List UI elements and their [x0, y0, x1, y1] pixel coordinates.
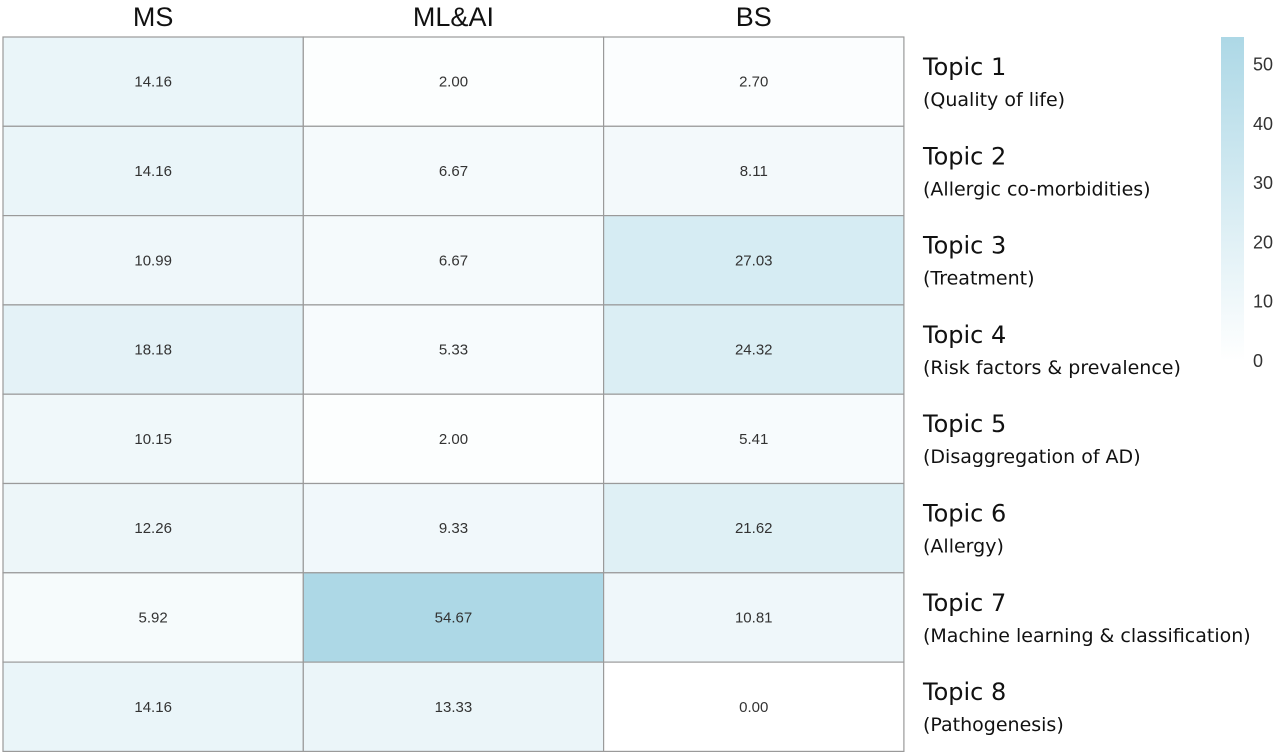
- column-header: BS: [736, 2, 772, 32]
- row-label-subtitle: (Quality of life): [923, 89, 1065, 111]
- row-label-title: Topic 8: [922, 678, 1006, 706]
- colorbar-tick-label: 30: [1253, 173, 1273, 193]
- row-label-subtitle: (Allergy): [923, 536, 1004, 558]
- heatmap-cell: [302, 572, 605, 663]
- heatmap-cell: [302, 482, 605, 574]
- cell-value-label: 14.16: [134, 699, 172, 716]
- row-label-subtitle: (Disaggregation of AD): [923, 446, 1141, 468]
- heatmap-cell: [2, 661, 304, 752]
- cell-value-label: 6.67: [439, 163, 468, 180]
- column-header: ML&AI: [413, 2, 494, 32]
- row-labels: Topic 1 (Quality of life) Topic 2 (Allergic…: [922, 53, 1251, 736]
- cell-value-label: 21.62: [735, 520, 773, 537]
- row-label-title: Topic 1: [922, 53, 1006, 81]
- heatmap-cell: [2, 572, 304, 663]
- cell-value-label: 9.33: [439, 520, 468, 537]
- cell-value-label: 13.33: [435, 699, 473, 716]
- row-label-subtitle: (Risk factors & prevalence): [923, 357, 1181, 379]
- row-label-subtitle: (Treatment): [923, 268, 1035, 290]
- column-header: MS: [133, 2, 174, 32]
- row-label-subtitle: (Allergic co-morbidities): [923, 178, 1151, 200]
- row-label-title: Topic 5: [922, 410, 1006, 438]
- row-label-title: Topic 3: [922, 232, 1006, 260]
- row-label-subtitle: (Pathogenesis): [923, 714, 1064, 736]
- heatmap-cell: [302, 393, 605, 485]
- row-label-title: Topic 4: [922, 321, 1006, 349]
- cell-value-label: 2.00: [439, 431, 468, 448]
- heatmap-cell: [302, 36, 605, 127]
- heatmap-cell: [302, 661, 605, 752]
- colorbar-tick-label: 40: [1253, 114, 1273, 134]
- cell-value-label: 2.70: [739, 74, 768, 91]
- heatmap-cell: [2, 36, 304, 127]
- cell-value-label: 24.32: [735, 342, 773, 359]
- cell-value-label: 0.00: [739, 699, 768, 716]
- cell-value-label: 12.26: [134, 520, 172, 537]
- heatmap-cell: [2, 393, 304, 485]
- heatmap-cell: [602, 482, 905, 574]
- cell-value-label: 5.92: [139, 609, 168, 626]
- heatmap-cells: 14.16 2.00 2.70 14.16 6.67 8.11 10.99 6.67 27.03…: [2, 36, 905, 752]
- cell-value-label: 14.16: [134, 163, 172, 180]
- heatmap-cell: [302, 215, 605, 306]
- heatmap-cell: [2, 125, 304, 217]
- cell-value-label: 10.15: [134, 431, 172, 448]
- cell-value-label: 8.11: [740, 163, 768, 180]
- heatmap-cell: [602, 393, 905, 485]
- colorbar-tick-label: 0: [1253, 351, 1263, 371]
- cell-value-label: 5.33: [439, 342, 468, 359]
- cell-value-label: 18.18: [134, 342, 172, 359]
- column-headers: MS ML&AI BS: [133, 2, 772, 32]
- heatmap-cell: [602, 661, 905, 752]
- colorbar: 0 10 20 30 40 50: [1221, 37, 1273, 371]
- heatmap-cell: [602, 125, 905, 217]
- row-label-title: Topic 7: [922, 589, 1006, 617]
- cell-value-label: 10.99: [134, 252, 172, 269]
- colorbar-tick-label: 50: [1253, 55, 1273, 75]
- cell-value-label: 2.00: [439, 74, 468, 91]
- cell-value-label: 5.41: [739, 431, 768, 448]
- heatmap-cell: [602, 36, 905, 127]
- cell-value-label: 27.03: [735, 252, 773, 269]
- colorbar-tick-label: 20: [1253, 232, 1273, 252]
- row-label-title: Topic 6: [922, 500, 1006, 528]
- heatmap-cell: [2, 482, 304, 574]
- cell-value-label: 6.67: [439, 252, 468, 269]
- colorbar-tick-label: 10: [1253, 292, 1273, 312]
- heatmap-cell: [2, 304, 304, 395]
- row-label-subtitle: (Machine learning & classification): [923, 625, 1251, 647]
- heatmap-cell: [602, 572, 905, 663]
- cell-value-label: 54.67: [435, 609, 473, 626]
- heatmap-cell: [602, 304, 905, 395]
- colorbar-gradient: [1221, 37, 1244, 361]
- heatmap-cell: [302, 125, 605, 217]
- cell-value-label: 14.16: [134, 74, 172, 91]
- cell-value-label: 10.81: [735, 609, 773, 626]
- row-label-title: Topic 2: [922, 142, 1006, 170]
